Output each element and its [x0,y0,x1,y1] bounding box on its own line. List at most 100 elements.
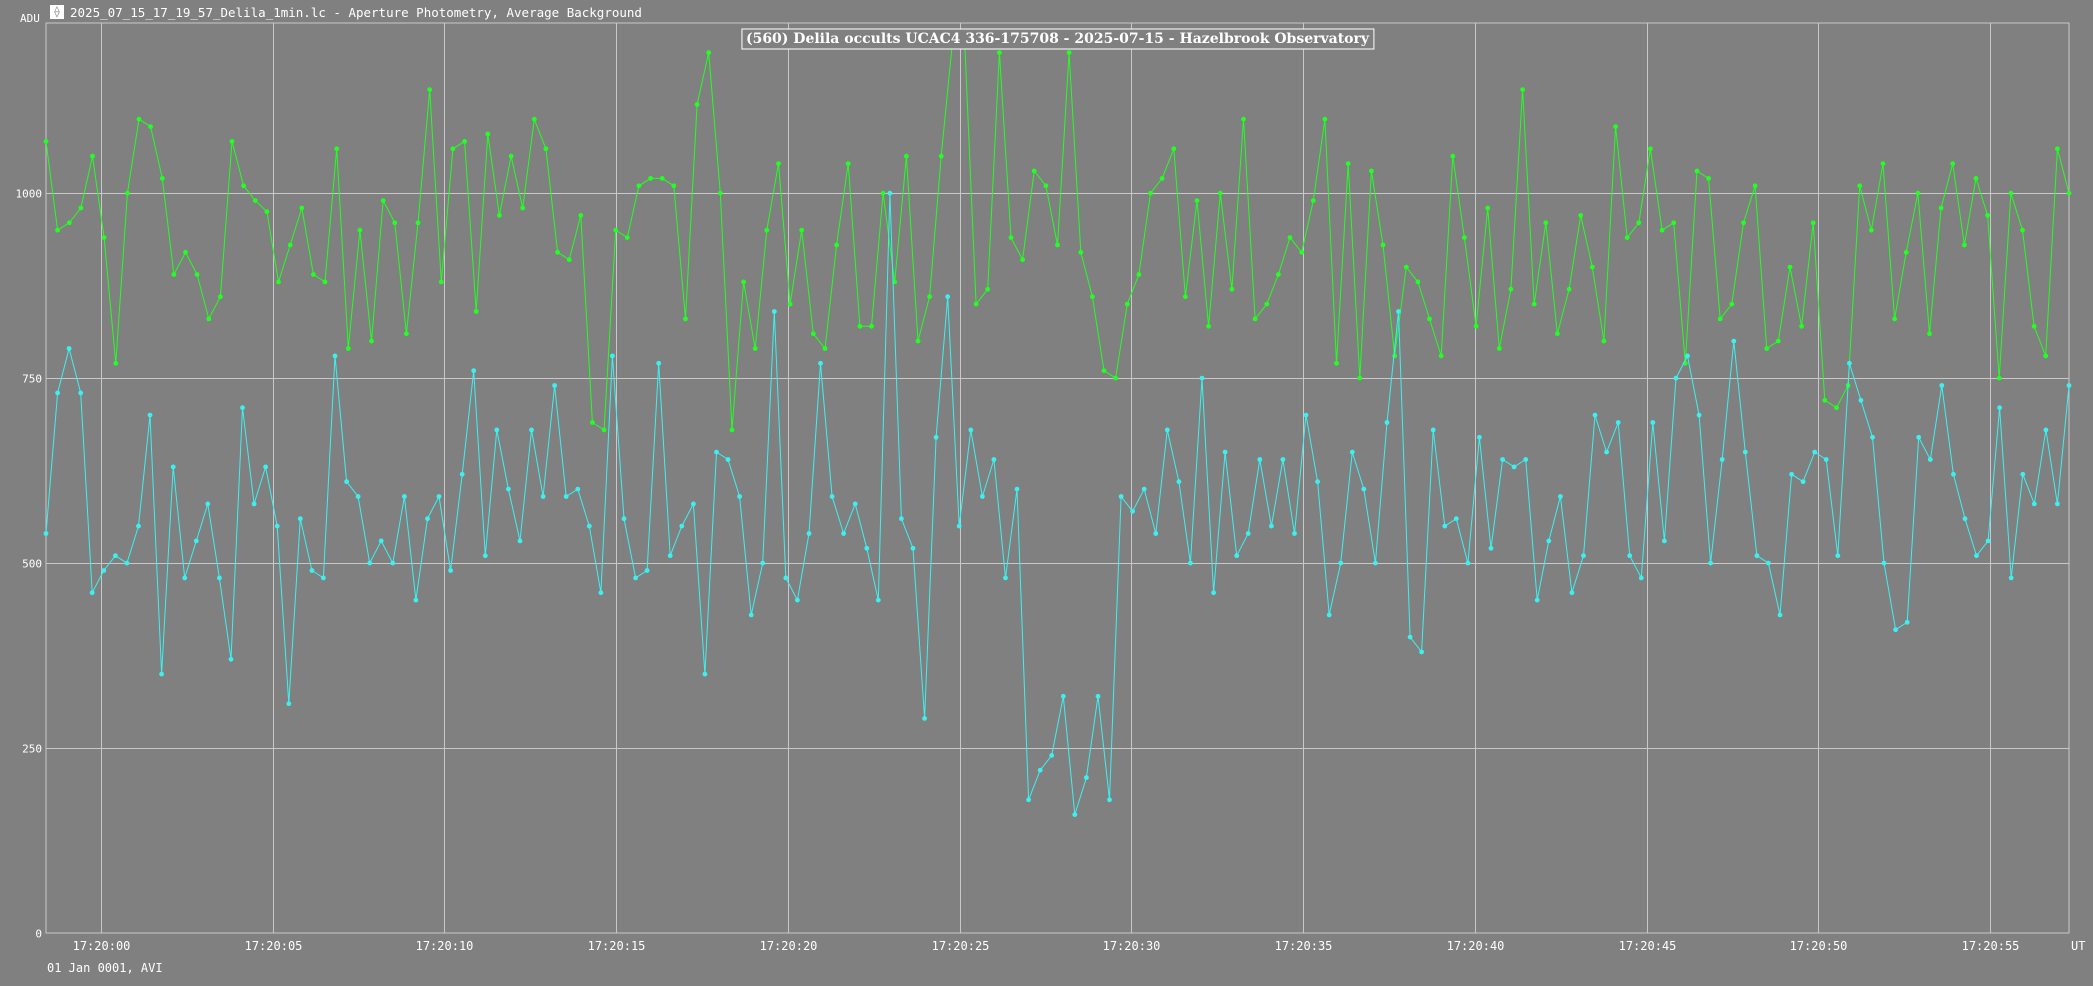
target-point [1546,538,1552,544]
footer-date-label: 01 Jan 0001, AVI [47,961,163,975]
comparison-point [1299,249,1305,255]
target-point [1951,471,1956,477]
target-point [378,538,384,544]
target-point [217,575,222,581]
target-point [1823,457,1829,462]
comparison-point [497,213,502,218]
target-point [2043,427,2049,433]
target-point [2066,383,2072,388]
target-point [170,464,176,470]
comparison-point [1671,220,1677,226]
target-point [875,597,881,603]
target-point [1997,405,2002,411]
target-point [841,531,846,536]
target-point [1211,590,1216,596]
x-tick-label: 17:20:30 [1103,939,1161,953]
comparison-point [869,323,874,329]
target-point [1234,553,1240,559]
comparison-point [648,176,653,181]
target-point [1141,486,1147,492]
target-point [1777,612,1783,618]
comparison-point [462,139,467,144]
comparison-point [1078,249,1084,255]
comparison-point [1950,161,1956,167]
comparison-point [287,242,293,248]
comparison-point [1985,213,1990,218]
comparison-point [1427,316,1432,322]
target-point [1176,479,1182,485]
target-point [795,597,800,603]
comparison-point [1380,242,1386,248]
comparison-point [1531,301,1537,307]
comparison-point [694,102,700,107]
target-point [251,501,257,507]
target-point [147,412,153,418]
comparison-point [915,338,921,344]
comparison-point [136,116,142,122]
target-point [1060,693,1066,699]
comparison-point [148,124,154,129]
comparison-point [1217,190,1223,196]
comparison-point [1973,176,1979,181]
comparison-point [78,205,84,211]
target-point [1037,767,1043,773]
comparison-point [973,301,979,307]
target-point [1500,457,1505,462]
target-point [1592,412,1598,418]
x-tick-label: 17:20:25 [932,939,990,953]
target-point [991,457,997,462]
comparison-point [1892,316,1897,322]
comparison-point [229,139,235,144]
comparison-point [1810,220,1816,226]
comparison-point [311,272,316,277]
target-point [1742,449,1748,455]
comparison-point [1694,168,1700,174]
target-point [1326,612,1332,618]
comparison-point [473,309,479,314]
target-point [344,479,349,485]
comparison-point [531,116,537,122]
target-point [1731,338,1737,344]
target-point [413,597,419,603]
comparison-point [345,346,351,351]
comparison-point [1915,190,1921,196]
comparison-point [938,153,944,159]
comparison-point [1903,249,1909,255]
target-point [760,560,766,566]
comparison-point [1496,346,1502,351]
comparison-point [1090,294,1095,300]
comparison-point [1136,272,1142,277]
comparison-point [566,257,572,263]
comparison-point [1229,286,1235,292]
target-point [1962,516,1968,522]
target-point [113,553,118,559]
target-point [1477,434,1482,440]
target-point [1407,634,1413,640]
target-point [1361,486,1367,492]
comparison-point [787,301,793,307]
target-point [425,516,430,522]
y-axis-label: ADU [20,12,40,25]
comparison-point [1717,316,1723,322]
comparison-point [1066,50,1072,55]
target-point [1465,560,1471,566]
window-title-bar: ⟠ 2025_07_15_17_19_57_Delila_1min.lc - A… [50,3,642,21]
comparison-point [1822,397,1828,403]
comparison-point [1869,227,1874,233]
comparison-point [636,183,642,189]
comparison-point [1334,360,1339,366]
target-point [644,568,650,573]
target-point [1292,531,1297,536]
comparison-point [985,286,991,292]
comparison-point [1194,198,1200,204]
target-point [355,494,361,499]
comparison-point [1369,168,1374,174]
comparison-line [45,37,2070,431]
target-point [297,516,303,522]
target-point [1615,420,1621,425]
target-point [1003,575,1008,581]
comparison-point [1799,323,1804,329]
comparison-point [241,183,247,189]
target-point [367,560,373,566]
comparison-point [218,294,223,300]
